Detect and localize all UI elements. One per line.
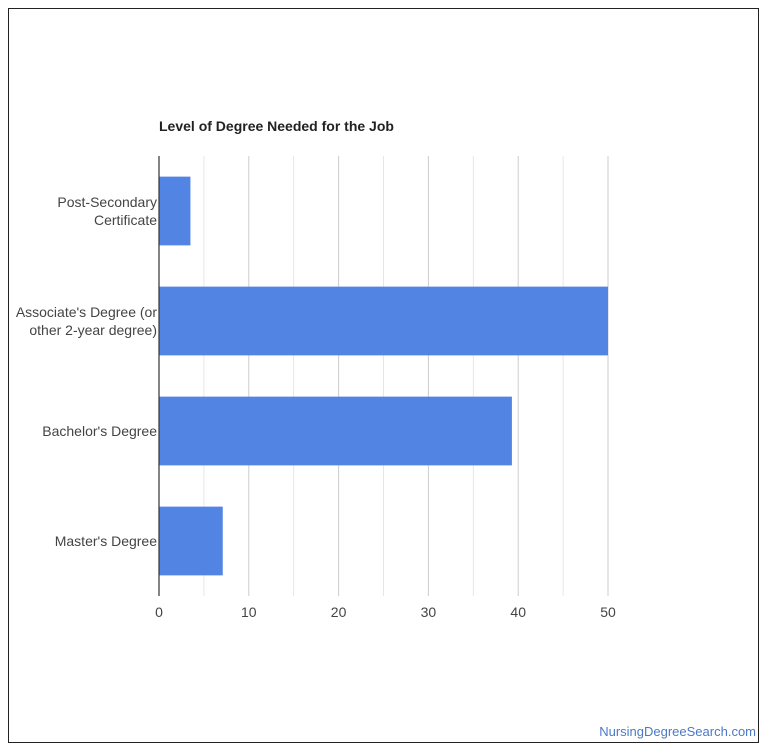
chart-title: Level of Degree Needed for the Job [159, 118, 394, 134]
x-tick-label: 50 [600, 604, 616, 620]
bar-2 [159, 396, 512, 466]
bar-3 [159, 506, 223, 576]
x-tick-label: 20 [331, 604, 347, 620]
x-tick-label: 30 [421, 604, 437, 620]
x-tick-label: 10 [241, 604, 257, 620]
bar-0 [159, 176, 191, 246]
source-watermark[interactable]: NursingDegreeSearch.com [599, 724, 756, 739]
category-label: Bachelor's Degree [42, 423, 157, 439]
category-label: Post-Secondary Certificate [57, 194, 157, 228]
category-label: Associate's Degree (or other 2-year degre… [16, 304, 158, 338]
x-tick-label: 40 [510, 604, 526, 620]
category-label: Master's Degree [55, 533, 157, 549]
x-tick-label: 0 [155, 604, 163, 620]
bar-1 [159, 286, 608, 356]
